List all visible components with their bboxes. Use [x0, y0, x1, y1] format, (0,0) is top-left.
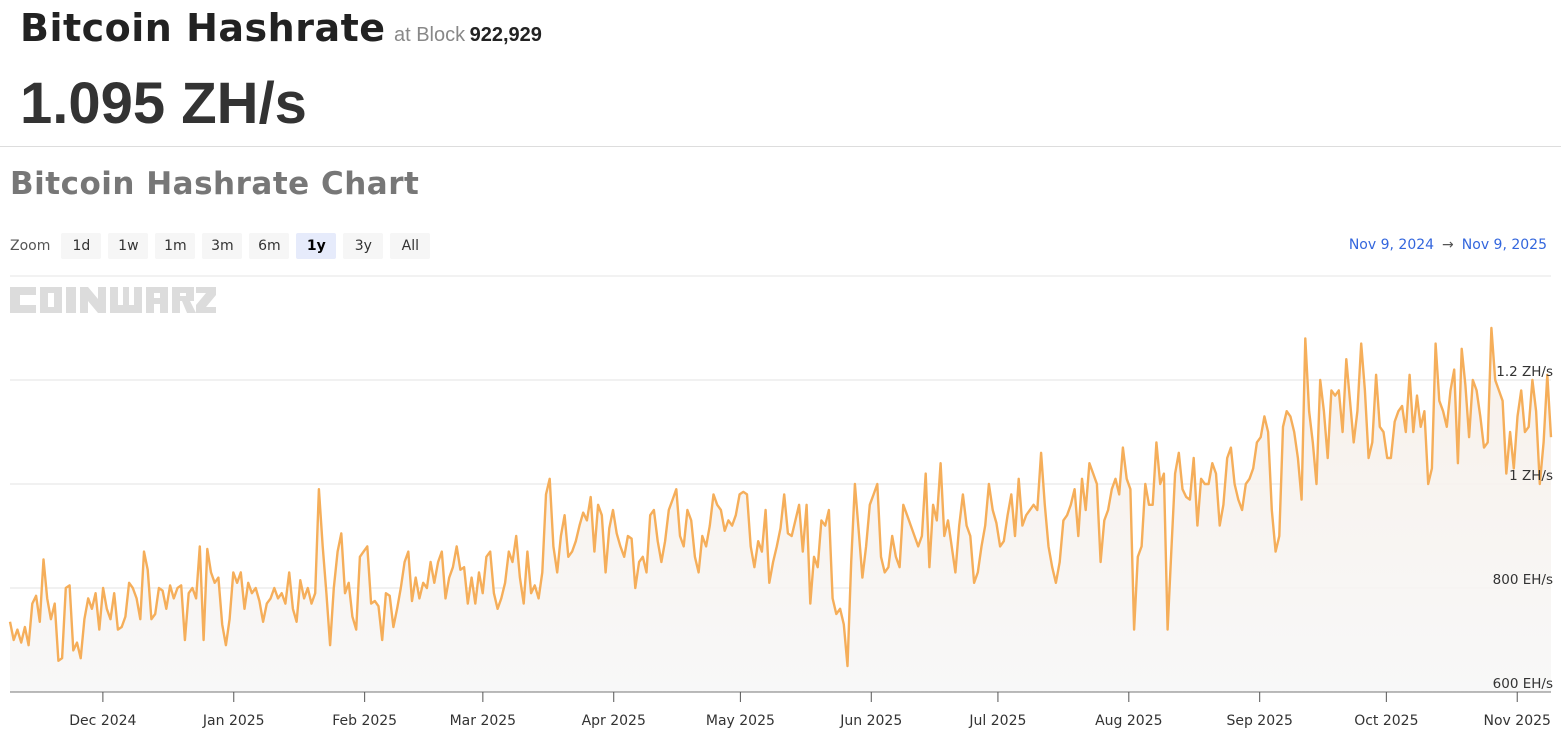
- zoom-1y-button[interactable]: 1y: [296, 233, 337, 259]
- x-tick-label: Jun 2025: [839, 713, 902, 729]
- at-block-label: at Block: [393, 24, 466, 46]
- current-hashrate: 1.095 ZH/s: [20, 71, 307, 136]
- x-tick-label: Aug 2025: [1095, 713, 1162, 729]
- zoom-3y-button[interactable]: 3y: [343, 233, 384, 259]
- x-tick-label: Apr 2025: [582, 713, 646, 729]
- page-title: Bitcoin Hashrate: [20, 6, 386, 50]
- y-tick-label: 1 ZH/s: [1509, 468, 1553, 484]
- zoom-label: Zoom: [10, 238, 51, 254]
- range-arrow: →: [1442, 237, 1454, 253]
- zoom-controls: Zoom 1d 1w 1m 3m 6m 1y 3y All: [10, 233, 431, 259]
- block-number: 922,929: [469, 24, 542, 46]
- y-tick-label: 1.2 ZH/s: [1496, 364, 1553, 380]
- zoom-1m-button[interactable]: 1m: [155, 233, 196, 259]
- hashrate-chart[interactable]: 600 EH/s 800 EH/s 1 ZH/s 1.2 ZH/s Dec 2024 J…: [0, 270, 1561, 744]
- x-tick-label: Feb 2025: [332, 713, 397, 729]
- x-tick-label: May 2025: [706, 713, 775, 729]
- x-tick-label: Sep 2025: [1226, 713, 1292, 729]
- x-tick-label: Jan 2025: [202, 713, 265, 729]
- chart-title: Bitcoin Hashrate Chart: [10, 166, 420, 202]
- hashrate-line: [8, 326, 1553, 668]
- coinwarz-watermark-logo: [10, 283, 216, 320]
- page-header: Bitcoin Hashrate at Block 922,929: [20, 6, 542, 50]
- date-range: Nov 9, 2024 → Nov 9, 2025: [1349, 237, 1547, 253]
- zoom-1w-button[interactable]: 1w: [108, 233, 149, 259]
- y-tick-label: 600 EH/s: [1493, 676, 1553, 692]
- range-from[interactable]: Nov 9, 2024: [1348, 237, 1435, 253]
- x-tick-label: Dec 2024: [69, 713, 136, 729]
- range-to[interactable]: Nov 9, 2025: [1461, 237, 1547, 253]
- zoom-3m-button[interactable]: 3m: [202, 233, 243, 259]
- zoom-1d-button[interactable]: 1d: [61, 233, 102, 259]
- zoom-all-button[interactable]: All: [390, 233, 431, 259]
- x-tick-label: Oct 2025: [1354, 713, 1418, 729]
- x-tick-label: Nov 2025: [1484, 713, 1551, 729]
- x-tick-label: Mar 2025: [450, 713, 517, 729]
- x-tick-label: Jul 2025: [968, 713, 1026, 729]
- zoom-6m-button[interactable]: 6m: [249, 233, 290, 259]
- y-tick-label: 800 EH/s: [1493, 572, 1553, 588]
- divider: [0, 146, 1561, 147]
